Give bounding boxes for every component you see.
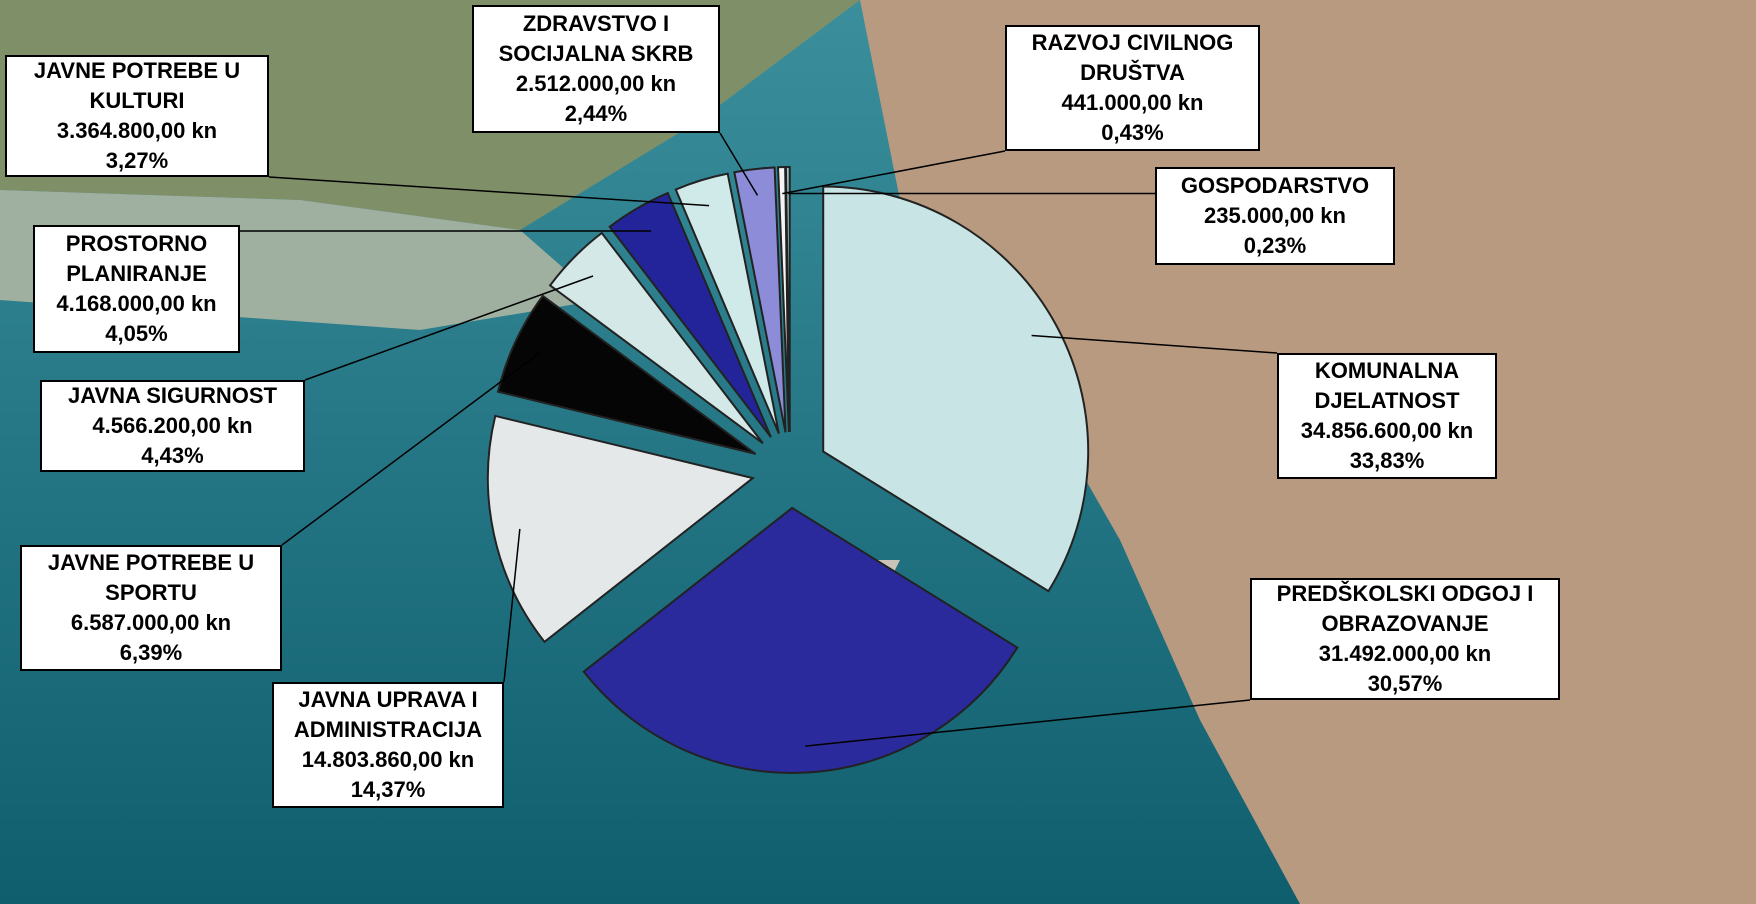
page: (() => { const data = JSON.parse(documen… xyxy=(0,0,1756,904)
label-amount: 4.566.200,00 kn xyxy=(46,411,299,441)
label-share: 3,27% xyxy=(11,146,263,176)
label-name: ZDRAVSTVO I SOCIJALNA SKRB xyxy=(478,9,714,69)
label-share: 0,43% xyxy=(1011,118,1254,148)
label-amount: 4.168.000,00 kn xyxy=(39,289,234,319)
label-share: 4,05% xyxy=(39,319,234,349)
label-name: JAVNA UPRAVA I ADMINISTRACIJA xyxy=(278,685,498,745)
label-amount: 31.492.000,00 kn xyxy=(1256,639,1554,669)
label-share: 14,37% xyxy=(278,775,498,805)
label-name: PREDŠKOLSKI ODGOJ I OBRAZOVANJE xyxy=(1256,579,1554,639)
label-share: 2,44% xyxy=(478,99,714,129)
label-name: GOSPODARSTVO xyxy=(1161,171,1389,201)
label-amount: 6.587.000,00 kn xyxy=(26,608,276,638)
label-name: KOMUNALNA DJELATNOST xyxy=(1283,356,1491,416)
label-amount: 441.000,00 kn xyxy=(1011,88,1254,118)
label-share: 33,83% xyxy=(1283,446,1491,476)
label-amount: 14.803.860,00 kn xyxy=(278,745,498,775)
label-name: JAVNE POTREBE U SPORTU xyxy=(26,548,276,608)
label-share: 6,39% xyxy=(26,638,276,668)
label-amount: 235.000,00 kn xyxy=(1161,201,1389,231)
label-amount: 2.512.000,00 kn xyxy=(478,69,714,99)
label-amount: 34.856.600,00 kn xyxy=(1283,416,1491,446)
label-name: JAVNA SIGURNOST xyxy=(46,381,299,411)
label-share: 30,57% xyxy=(1256,669,1554,699)
label-name: RAZVOJ CIVILNOG DRUŠTVA xyxy=(1011,28,1254,88)
label-share: 0,23% xyxy=(1161,231,1389,261)
label-share: 4,43% xyxy=(46,441,299,471)
label-name: JAVNE POTREBE U KULTURI xyxy=(11,56,263,116)
label-name: PROSTORNO PLANIRANJE xyxy=(39,229,234,289)
label-amount: 3.364.800,00 kn xyxy=(11,116,263,146)
